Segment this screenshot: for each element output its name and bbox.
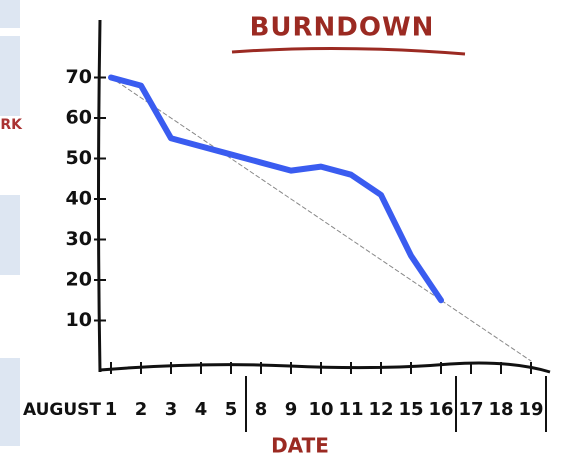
x-tick-label: 9 bbox=[285, 399, 298, 420]
x-tick-label: 16 bbox=[428, 399, 453, 420]
x-prefix: AUGUST bbox=[23, 400, 101, 420]
x-tick-label: 10 bbox=[308, 399, 333, 420]
y-tick-label: 40 bbox=[66, 188, 92, 210]
y-tick-label: 20 bbox=[66, 269, 92, 291]
x-tick-label: 17 bbox=[458, 399, 483, 420]
title-underline bbox=[231, 46, 466, 56]
x-tick-label: 5 bbox=[225, 399, 238, 420]
y-axis bbox=[97, 19, 102, 373]
x-tick-label: 1 bbox=[105, 399, 118, 420]
side-panel bbox=[0, 36, 20, 116]
y-tick-label: 10 bbox=[66, 309, 92, 331]
x-axis-label: DATE bbox=[271, 434, 329, 458]
y-tick-label: 30 bbox=[66, 228, 92, 250]
y-tick-label: 60 bbox=[66, 107, 92, 129]
x-tick-label: 19 bbox=[518, 399, 543, 420]
x-tick-label: 15 bbox=[398, 399, 423, 420]
x-tick-label: 4 bbox=[195, 399, 208, 420]
y-tick-label: 70 bbox=[66, 66, 92, 88]
y-axis-label: ORK bbox=[0, 117, 23, 133]
side-panel bbox=[0, 358, 20, 446]
x-tick-label: 18 bbox=[488, 399, 513, 420]
x-axis bbox=[99, 361, 551, 374]
chart-title: BURNDOWN bbox=[250, 13, 435, 43]
series-line bbox=[110, 77, 532, 362]
x-tick-label: 2 bbox=[135, 399, 148, 420]
side-panel bbox=[0, 195, 20, 275]
x-tick-label: 11 bbox=[338, 399, 363, 420]
series-line bbox=[108, 74, 444, 304]
y-tick-label: 50 bbox=[66, 147, 92, 169]
side-panel bbox=[0, 0, 20, 28]
x-tick-label: 8 bbox=[255, 399, 268, 420]
x-tick-label: 3 bbox=[165, 399, 178, 420]
x-tick-label: 12 bbox=[368, 399, 393, 420]
